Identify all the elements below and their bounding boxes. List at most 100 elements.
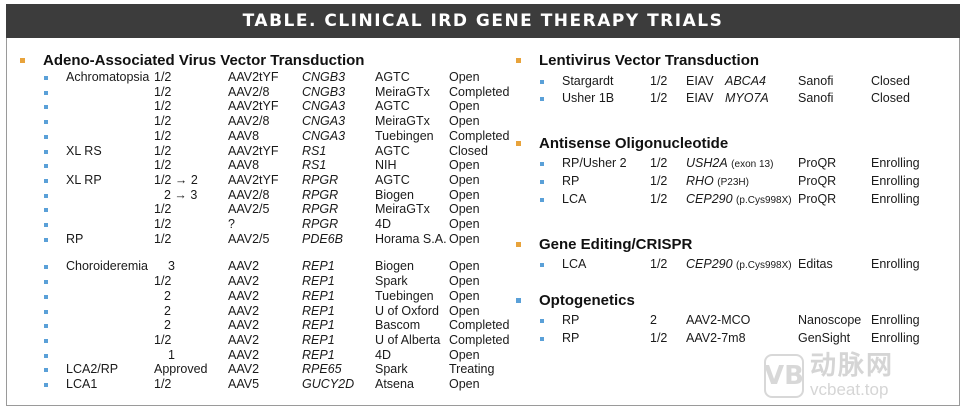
vector-cell: AAV2 [228,333,260,347]
vector-cell: AAV2tYF [228,144,279,158]
table-title-text: TABLE. CLINICAL IRD GENE THERAPY TRIALS [242,11,724,31]
vector-cell: AAV5 [228,377,260,391]
status-cell: Open [449,114,480,128]
sponsor-cell: MeiraGTx [375,85,430,99]
sponsor-cell: AGTC [375,173,410,187]
status-cell: Open [449,99,480,113]
row-bullet [44,105,48,109]
sponsor-cell: Spark [375,274,408,288]
status-cell: Enrolling [871,331,920,345]
sponsor-cell: Biogen [375,188,414,202]
row-bullet [540,162,544,166]
gene-cell: MYO7A [725,91,769,105]
phase-cell: 2 [164,304,171,318]
row-bullet [44,76,48,80]
watermark-text: 动脉网 vcbeat.top [810,352,894,400]
sponsor-cell: MeiraGTx [375,202,430,216]
phase-cell: 1/2 [154,99,172,113]
gene-cell: REP1 [302,289,335,303]
disease-cell: RP [562,174,580,188]
phase-cell: 1/2 [154,144,172,158]
phase-cell: 1/2 [154,70,172,84]
phase-cell: 1/2 [154,158,172,172]
section-heading-text: Gene Editing/CRISPR [539,236,693,253]
phase-cell: 1/2 [154,129,172,143]
section-heading-lentivirus: Lentivirus Vector Transduction [516,52,759,69]
status-cell: Open [449,377,480,391]
section-heading-text: Adeno-Associated Virus Vector Transducti… [43,52,365,69]
row-bullet [44,339,48,343]
gene-cell: REP1 [302,274,335,288]
section-bullet [516,141,521,146]
vector-cell: AAV2 [228,318,260,332]
status-cell: Open [449,304,480,318]
status-cell: Open [449,188,480,202]
table-title: TABLE. CLINICAL IRD GENE THERAPY TRIALS [6,4,960,38]
gene-cell: RS1 [302,158,327,172]
vector-cell: AAV2 [228,348,260,362]
phase-cell: 1/2 [650,174,668,188]
status-cell: Closed [449,144,488,158]
status-cell: Enrolling [871,156,920,170]
status-cell: Completed [449,129,510,143]
gene-cell: REP1 [302,259,335,273]
phase-cell: 1/2 [154,217,172,231]
row-bullet [44,120,48,124]
table-row: LCA 1/2 CEP290 (p.Cys998X) Editas Enrolling [540,257,960,272]
gene-note: (exon 13) [731,159,774,170]
phase-cell: 1/2 [650,257,668,271]
status-cell: Open [449,232,480,246]
phase-cell: 1/2 [650,192,668,206]
sponsor-cell: Bascom [375,318,421,332]
status-cell: Completed [449,333,510,347]
table-row: 1/2 AAV8 CNGA3 Tuebingen Completed [44,129,514,144]
phase-cell: 1/2 [154,377,172,391]
phase-cell: 1/2 [154,333,172,347]
row-bullet [44,383,48,387]
sponsor-cell: Editas [798,257,833,271]
vector-cell: AAV2/5 [228,232,270,246]
table-row: 2 AAV2 REP1 U of Oxford Open [44,304,514,319]
status-cell: Enrolling [871,174,920,188]
row-bullet [540,80,544,84]
disease-cell: RP [66,232,84,246]
phase-cell: Approved [154,362,208,376]
disease-cell: LCA2/RP [66,362,119,376]
gene-cell: CNGB3 [302,85,346,99]
phase-cell: 1/2 [650,74,668,88]
phase-cell: 1/2 → 2 [154,173,198,187]
status-cell: Enrolling [871,257,920,271]
row-bullet [44,280,48,284]
phase-cell: 2 → 3 [164,188,198,202]
sponsor-cell: U of Alberta [375,333,441,347]
sponsor-cell: 4D [375,217,391,231]
table-row: RP 2 AAV2-MCO Nanoscope Enrolling [540,313,960,328]
phase-cell: 1 [168,348,175,362]
table-row: RP/Usher 2 1/2 USH2A (exon 13) ProQR Enrolli… [540,156,960,171]
status-cell: Closed [871,91,910,105]
vector-cell: AAV8 [228,158,260,172]
sponsor-cell: Spark [375,362,408,376]
table-row: 1 AAV2 REP1 4D Open [44,348,514,363]
phase-cell: 1/2 [154,85,172,99]
table-row: RP 1/2 AAV2/5 PDE6B Horama S.A. Open [44,232,514,247]
vector-cell: AAV2/8 [228,85,270,99]
phase-cell: 1/2 [650,331,668,345]
table-row: 1/2 AAV2/8 CNGB3 MeiraGTx Completed [44,85,514,100]
watermark-logo: VB [764,354,804,398]
watermark-cn: 动脉网 [810,351,895,381]
row-bullet [44,164,48,168]
section-bullet [516,298,521,303]
row-bullet [44,310,48,314]
gene-cell: CNGB3 [302,70,346,84]
vector-cell: AAV2 [228,362,260,376]
row-bullet [44,265,48,269]
vector-cell: ? [228,217,235,231]
vector-cell: AAV2 [228,259,260,273]
section-heading-text: Optogenetics [539,292,635,309]
table-row: 2 AAV2 REP1 Bascom Completed [44,318,514,333]
row-bullet [44,208,48,212]
section-heading-optogenetics: Optogenetics [516,292,635,309]
status-cell: Completed [449,85,510,99]
status-cell: Open [449,274,480,288]
